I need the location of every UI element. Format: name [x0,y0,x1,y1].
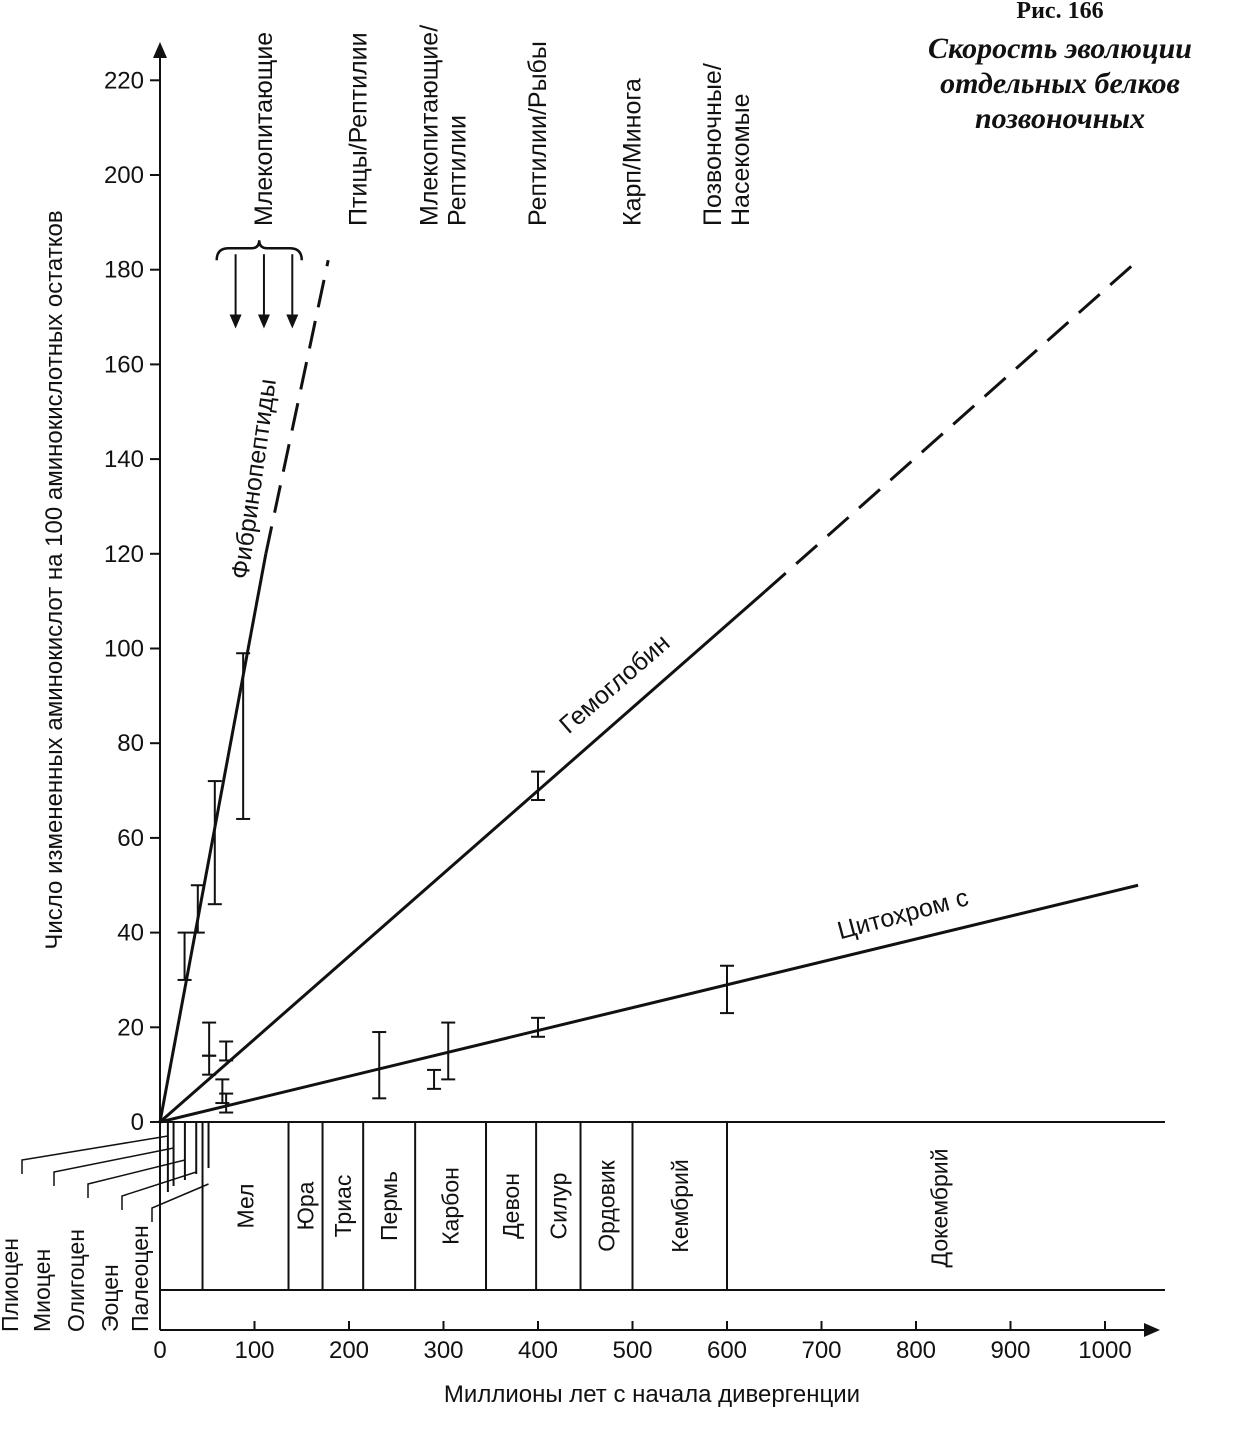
y-tick-label: 100 [104,636,144,663]
divergence-label: Млекопитающие [250,32,278,226]
axes-layer: 0 100 200 300 400 500 600 700 800 900 1000 0 20 40 60 8… [104,42,1160,1364]
mammal-bracket [215,240,303,261]
period-label: Пермь [376,1171,402,1241]
figure-title-line-3: позвоночных [975,102,1145,135]
x-axis-arrow [1144,1323,1160,1337]
epoch-label: Плиоцен [0,1238,23,1332]
x-tick-label: 500 [612,1337,652,1364]
x-tick-label: 0 [153,1337,166,1364]
series-layer [158,259,1140,1124]
y-tick-label: 40 [117,920,144,947]
y-tick-label: 80 [117,730,144,757]
figure-title-line-1: Скорость эволюции [928,32,1192,65]
x-tick-label: 300 [423,1337,463,1364]
mammal-arrowhead [229,314,242,329]
period-label: Девон [498,1173,524,1239]
y-tick-label: 20 [117,1014,144,1041]
figure-title-line-2: отдельных белков [940,67,1180,100]
epoch-leader [53,1147,174,1186]
period-label: Юра [293,1181,319,1230]
epoch-label: Эоцен [97,1264,123,1332]
series-line-dashed [264,259,330,555]
epoch-leader [21,1135,169,1174]
y-tick-label: 160 [104,351,144,378]
x-axis-title: Миллионы лет с начала дивергенции [444,1381,860,1408]
series-line-dashed [763,259,1140,593]
period-label: Мел [233,1184,259,1229]
epoch-leader [121,1171,197,1210]
divergence-label: Птицы/Рептилии [344,32,372,226]
period-label: Силур [545,1173,571,1240]
mammal-arrowhead [286,314,299,329]
figure-number: Рис. 166 [1016,0,1103,24]
y-tick-label: 0 [131,1109,144,1136]
divergence-label: Карп/Минога [619,78,647,226]
epoch-label: Миоцен [29,1249,55,1332]
x-tick-label: 800 [896,1337,936,1364]
divergence-label: Рептилии [444,115,472,226]
y-tick-label: 140 [104,446,144,473]
divergence-label: Млекопитающие/ [416,25,444,226]
series-label: Цитохром с [834,883,971,945]
x-tick-label: 700 [801,1337,841,1364]
epoch-leader [87,1159,186,1198]
period-label: Докембрий [927,1149,953,1268]
series-line-solid [159,883,1139,1124]
x-tick-label: 400 [518,1337,558,1364]
x-tick-label: 600 [707,1337,747,1364]
y-tick-label: 180 [104,257,144,284]
y-tick-label: 60 [117,825,144,852]
geologic-timescale: Мел Юра Триас Пермь Карбон Девон Силур Ордовик К… [0,1121,1165,1332]
series-label: Фибринопептиды [226,377,282,581]
series-line-solid [158,553,268,1123]
y-axis-title: Число измененных аминокислот на 100 амин… [41,210,68,949]
y-tick-label: 120 [104,541,144,568]
epoch-leader [151,1183,209,1222]
x-tick-label: 1000 [1078,1337,1131,1364]
x-tick-label: 100 [234,1337,274,1364]
divergence-label: Позвоночные/ [699,63,727,226]
epoch-label: Олигоцен [63,1229,89,1332]
y-tick-label: 200 [104,162,144,189]
period-label: Карбон [438,1167,464,1245]
divergence-label: Рептилии/Рыбы [524,41,552,226]
period-label: Триас [330,1175,356,1238]
y-tick-label: 220 [104,67,144,94]
epoch-label: Палеоцен [127,1225,153,1332]
series-line-solid [159,590,766,1124]
x-tick-label: 900 [990,1337,1030,1364]
period-label: Кембрий [667,1159,693,1252]
mammal-arrowhead [257,314,270,329]
period-label: Ордовик [594,1159,620,1251]
y-axis-arrow [153,42,167,58]
x-tick-label: 200 [329,1337,369,1364]
divergence-label: Насекомые [727,93,755,226]
